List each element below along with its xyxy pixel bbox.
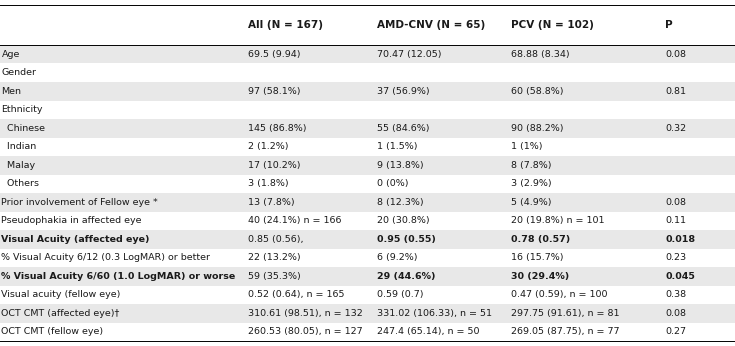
Text: Chinese: Chinese bbox=[1, 124, 46, 133]
Text: 0.11: 0.11 bbox=[665, 216, 686, 225]
Text: 0.81: 0.81 bbox=[665, 87, 686, 96]
Text: 37 (56.9%): 37 (56.9%) bbox=[377, 87, 430, 96]
Text: 97 (58.1%): 97 (58.1%) bbox=[248, 87, 301, 96]
Text: 247.4 (65.14), n = 50: 247.4 (65.14), n = 50 bbox=[377, 327, 479, 336]
Text: 55 (84.6%): 55 (84.6%) bbox=[377, 124, 429, 133]
Text: PCV (N = 102): PCV (N = 102) bbox=[511, 20, 594, 30]
Text: Ethnicity: Ethnicity bbox=[1, 105, 43, 114]
Text: 0.52 (0.64), n = 165: 0.52 (0.64), n = 165 bbox=[248, 290, 345, 299]
Text: 60 (58.8%): 60 (58.8%) bbox=[511, 87, 563, 96]
Text: Prior involvement of Fellow eye *: Prior involvement of Fellow eye * bbox=[1, 198, 158, 207]
Text: 0.23: 0.23 bbox=[665, 253, 686, 262]
Text: Men: Men bbox=[1, 87, 21, 96]
Text: Visual Acuity (affected eye): Visual Acuity (affected eye) bbox=[1, 235, 150, 244]
Text: 145 (86.8%): 145 (86.8%) bbox=[248, 124, 307, 133]
Text: 297.75 (91.61), n = 81: 297.75 (91.61), n = 81 bbox=[511, 309, 620, 318]
Text: Malay: Malay bbox=[1, 161, 35, 170]
Text: 3 (2.9%): 3 (2.9%) bbox=[511, 179, 551, 188]
Text: 1 (1.5%): 1 (1.5%) bbox=[377, 142, 417, 151]
Text: 0.38: 0.38 bbox=[665, 290, 686, 299]
Text: 22 (13.2%): 22 (13.2%) bbox=[248, 253, 301, 262]
Text: 0 (0%): 0 (0%) bbox=[377, 179, 409, 188]
Text: All (N = 167): All (N = 167) bbox=[248, 20, 323, 30]
Text: 8 (7.8%): 8 (7.8%) bbox=[511, 161, 551, 170]
Bar bbox=[0, 119, 735, 137]
Text: 0.018: 0.018 bbox=[665, 235, 695, 244]
Text: 20 (30.8%): 20 (30.8%) bbox=[377, 216, 430, 225]
Text: 1 (1%): 1 (1%) bbox=[511, 142, 542, 151]
Text: Indian: Indian bbox=[1, 142, 37, 151]
Bar bbox=[0, 230, 735, 248]
Text: 0.08: 0.08 bbox=[665, 50, 686, 59]
Text: 0.32: 0.32 bbox=[665, 124, 686, 133]
Text: 0.95 (0.55): 0.95 (0.55) bbox=[377, 235, 436, 244]
Text: 40 (24.1%) n = 166: 40 (24.1%) n = 166 bbox=[248, 216, 342, 225]
Bar bbox=[0, 304, 735, 322]
Text: 0.27: 0.27 bbox=[665, 327, 686, 336]
Text: 0.08: 0.08 bbox=[665, 198, 686, 207]
Text: 310.61 (98.51), n = 132: 310.61 (98.51), n = 132 bbox=[248, 309, 363, 318]
Text: % Visual Acuity 6/60 (1.0 LogMAR) or worse: % Visual Acuity 6/60 (1.0 LogMAR) or wor… bbox=[1, 272, 236, 281]
Text: 29 (44.6%): 29 (44.6%) bbox=[377, 272, 436, 281]
Text: Others: Others bbox=[1, 179, 40, 188]
Text: 70.47 (12.05): 70.47 (12.05) bbox=[377, 50, 442, 59]
Text: 2 (1.2%): 2 (1.2%) bbox=[248, 142, 289, 151]
Text: 0.85 (0.56),: 0.85 (0.56), bbox=[248, 235, 304, 244]
Bar bbox=[0, 267, 735, 286]
Text: 0.78 (0.57): 0.78 (0.57) bbox=[511, 235, 570, 244]
Text: 331.02 (106.33), n = 51: 331.02 (106.33), n = 51 bbox=[377, 309, 492, 318]
Text: Pseudophakia in affected eye: Pseudophakia in affected eye bbox=[1, 216, 142, 225]
Text: 69.5 (9.94): 69.5 (9.94) bbox=[248, 50, 301, 59]
Text: % Visual Acuity 6/12 (0.3 LogMAR) or better: % Visual Acuity 6/12 (0.3 LogMAR) or bet… bbox=[1, 253, 210, 262]
Text: 16 (15.7%): 16 (15.7%) bbox=[511, 253, 563, 262]
Text: 59 (35.3%): 59 (35.3%) bbox=[248, 272, 301, 281]
Text: Age: Age bbox=[1, 50, 20, 59]
Bar bbox=[0, 193, 735, 212]
Text: 5 (4.9%): 5 (4.9%) bbox=[511, 198, 551, 207]
Text: 0.47 (0.59), n = 100: 0.47 (0.59), n = 100 bbox=[511, 290, 607, 299]
Text: 0.08: 0.08 bbox=[665, 309, 686, 318]
Text: Gender: Gender bbox=[1, 68, 37, 77]
Text: 68.88 (8.34): 68.88 (8.34) bbox=[511, 50, 570, 59]
Bar bbox=[0, 45, 735, 64]
Text: Visual acuity (fellow eye): Visual acuity (fellow eye) bbox=[1, 290, 121, 299]
Text: 90 (88.2%): 90 (88.2%) bbox=[511, 124, 563, 133]
Text: P: P bbox=[665, 20, 673, 30]
Text: 3 (1.8%): 3 (1.8%) bbox=[248, 179, 289, 188]
Text: 20 (19.8%) n = 101: 20 (19.8%) n = 101 bbox=[511, 216, 604, 225]
Text: 260.53 (80.05), n = 127: 260.53 (80.05), n = 127 bbox=[248, 327, 363, 336]
Text: OCT CMT (fellow eye): OCT CMT (fellow eye) bbox=[1, 327, 104, 336]
Text: AMD-CNV (N = 65): AMD-CNV (N = 65) bbox=[377, 20, 485, 30]
Text: 269.05 (87.75), n = 77: 269.05 (87.75), n = 77 bbox=[511, 327, 620, 336]
Text: 13 (7.8%): 13 (7.8%) bbox=[248, 198, 295, 207]
Text: 0.045: 0.045 bbox=[665, 272, 695, 281]
Bar bbox=[0, 82, 735, 101]
Text: 17 (10.2%): 17 (10.2%) bbox=[248, 161, 301, 170]
Text: OCT CMT (affected eye)†: OCT CMT (affected eye)† bbox=[1, 309, 120, 318]
Text: 6 (9.2%): 6 (9.2%) bbox=[377, 253, 417, 262]
Text: 0.59 (0.7): 0.59 (0.7) bbox=[377, 290, 423, 299]
Text: 8 (12.3%): 8 (12.3%) bbox=[377, 198, 423, 207]
Text: 30 (29.4%): 30 (29.4%) bbox=[511, 272, 569, 281]
Bar bbox=[0, 156, 735, 175]
Text: 9 (13.8%): 9 (13.8%) bbox=[377, 161, 423, 170]
